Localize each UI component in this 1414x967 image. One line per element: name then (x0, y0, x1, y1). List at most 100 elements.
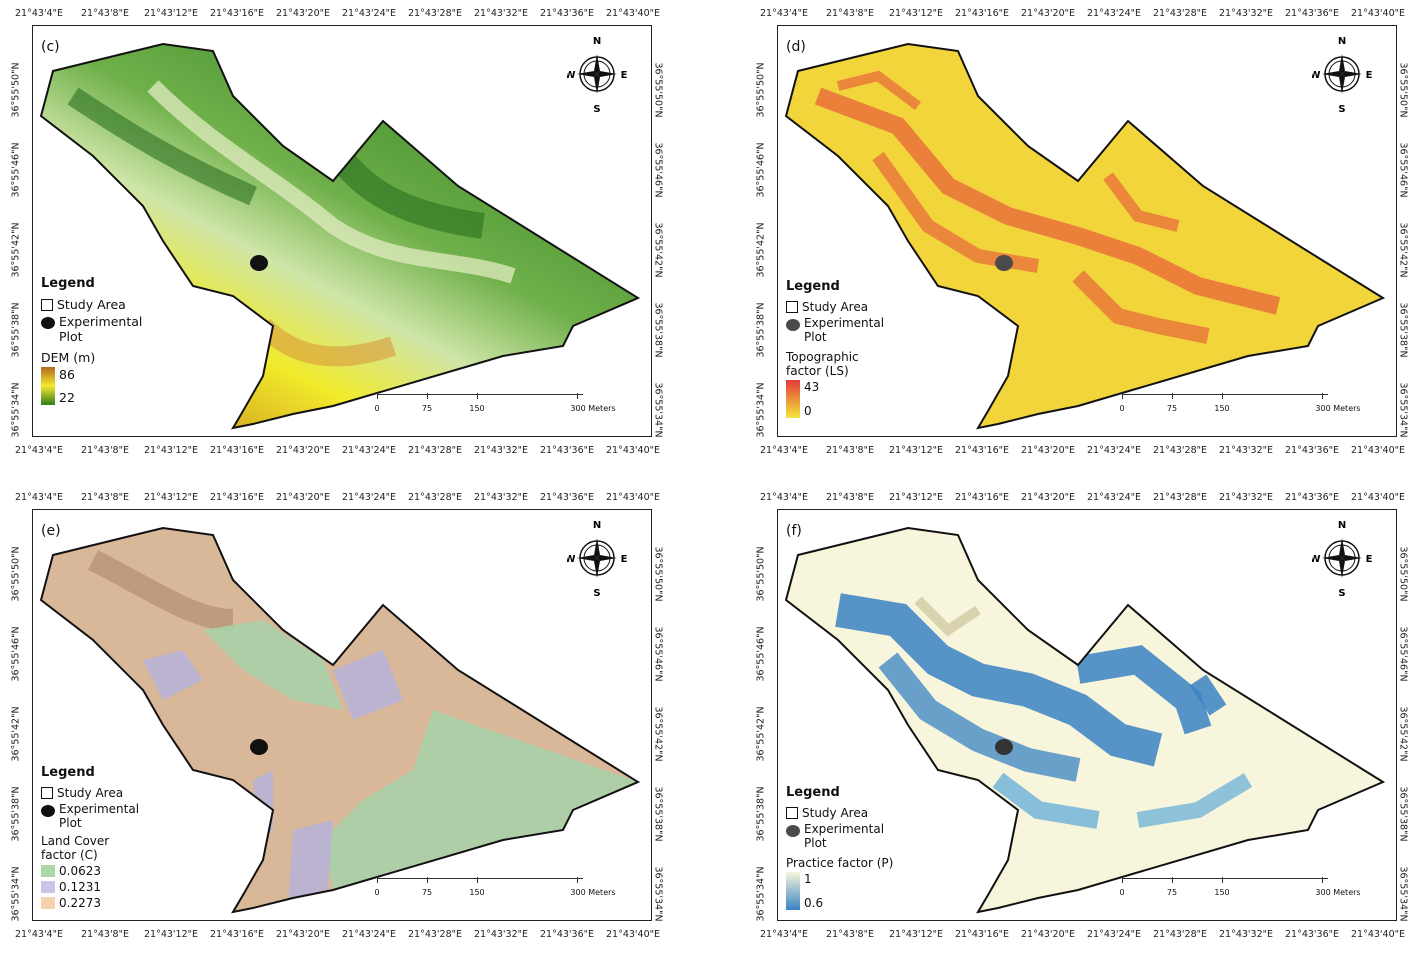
compass-e: E (621, 554, 627, 565)
scale-bar: 0 75 150 300 Meters (1118, 877, 1384, 908)
dem-map (39, 42, 641, 430)
legend: Legend Study Area Experimental Plot Prac… (786, 785, 894, 912)
experimental-plot-swatch (786, 319, 800, 331)
class-swatch-1 (41, 881, 55, 893)
compass-w: W (1312, 70, 1321, 81)
ls-color-ramp (786, 380, 800, 418)
map-frame: (e) Legend Study Area Experimental Plot … (32, 509, 652, 921)
lat-tick-label: 36°55'42"N (10, 222, 22, 278)
legend-experimental-plot: Experimental Plot (59, 802, 140, 830)
compass-w: W (567, 70, 576, 81)
lat-tick-label: 36°55'46"N (755, 142, 767, 198)
lon-tick-label: 21°43'16"E (210, 445, 264, 456)
lat-tick-label: 36°55'38"N (10, 786, 22, 842)
lon-tick-label: 21°43'28"E (1153, 445, 1207, 456)
legend-experimental-plot: Experimental Plot (804, 822, 885, 850)
lat-tick-label: 36°55'50"N (652, 62, 664, 118)
lat-tick-label: 36°55'34"N (1397, 866, 1409, 922)
scale-150: 150 (469, 888, 485, 897)
lat-tick-label: 36°55'46"N (652, 142, 664, 198)
compass-s: S (1338, 104, 1345, 115)
lon-tick-label: 21°43'32"E (1219, 929, 1273, 940)
legend: Legend Study Area Experimental Plot DEM … (41, 276, 149, 407)
ramp-high-label: 43 (804, 380, 820, 394)
compass-e: E (621, 70, 627, 81)
lon-tick-label: 21°43'8"E (826, 8, 874, 19)
lon-tick-label: 21°43'4"E (15, 929, 63, 940)
legend: Legend Study Area Experimental Plot Topo… (786, 279, 894, 420)
lon-tick-label: 21°43'24"E (1087, 492, 1141, 503)
lon-tick-label: 21°43'8"E (81, 929, 129, 940)
lon-tick-label: 21°43'24"E (342, 445, 396, 456)
lon-tick-label: 21°43'24"E (1087, 445, 1141, 456)
panel-f: (f) Legend Study Area Experimental Plot … (745, 484, 1414, 967)
lat-tick-label: 36°55'46"N (10, 142, 22, 198)
lon-tick-label: 21°43'12"E (144, 929, 198, 940)
legend-study-area: Study Area (57, 297, 126, 312)
panel-c: (c) Legend Study Area Experimental Plot … (0, 0, 707, 483)
lat-tick-label: 36°55'42"N (755, 222, 767, 278)
lon-tick-label: 21°43'36"E (1285, 492, 1339, 503)
lon-tick-label: 21°43'16"E (955, 445, 1009, 456)
lon-tick-label: 21°43'32"E (474, 929, 528, 940)
lon-tick-label: 21°43'8"E (826, 929, 874, 940)
lat-tick-label: 36°55'46"N (1397, 626, 1409, 682)
lat-tick-label: 36°55'42"N (755, 706, 767, 762)
lon-tick-label: 21°43'36"E (540, 929, 594, 940)
lon-tick-label: 21°43'36"E (540, 8, 594, 19)
legend-study-area: Study Area (802, 806, 869, 820)
lat-tick-label: 36°55'50"N (755, 62, 767, 118)
lon-tick-label: 21°43'36"E (1285, 929, 1339, 940)
lon-tick-label: 21°43'36"E (1285, 445, 1339, 456)
lon-tick-label: 21°43'8"E (81, 492, 129, 503)
lon-tick-label: 21°43'28"E (1153, 492, 1207, 503)
lat-tick-label: 36°55'46"N (652, 626, 664, 682)
scale-150: 150 (469, 404, 485, 413)
compass-s: S (1338, 588, 1345, 599)
north-arrow-compass-icon: N S W E (1312, 520, 1372, 599)
lon-tick-label: 21°43'28"E (1153, 8, 1207, 19)
lon-tick-label: 21°43'16"E (210, 929, 264, 940)
lon-tick-label: 21°43'12"E (889, 445, 943, 456)
lat-tick-label: 36°55'42"N (1397, 706, 1409, 762)
experimental-plot-marker (995, 255, 1013, 271)
practice-factor-map (784, 526, 1386, 914)
study-area-swatch (41, 787, 53, 799)
lon-tick-label: 21°43'24"E (342, 929, 396, 940)
compass-n: N (1338, 36, 1346, 47)
lon-tick-label: 21°43'12"E (144, 8, 198, 19)
lat-tick-label: 36°55'34"N (755, 866, 767, 922)
lon-tick-label: 21°43'4"E (15, 445, 63, 456)
lon-tick-label: 21°43'4"E (760, 8, 808, 19)
scale-0: 0 (374, 404, 380, 413)
lon-tick-label: 21°43'24"E (342, 8, 396, 19)
study-area-swatch (786, 807, 798, 819)
lon-tick-label: 21°43'16"E (210, 492, 264, 503)
ramp-low-label: 0.6 (804, 896, 824, 910)
class-label-2: 0.2273 (59, 896, 101, 910)
north-arrow-compass-icon: N S W E (567, 520, 627, 599)
panel-label: (c) (41, 39, 60, 55)
legend-study-area: Study Area (57, 786, 124, 800)
lon-tick-label: 21°43'28"E (1153, 929, 1207, 940)
ramp-low-label: 0 (804, 404, 812, 418)
lon-tick-label: 21°43'20"E (276, 8, 330, 19)
lat-tick-label: 36°55'34"N (652, 382, 664, 438)
lon-tick-label: 21°43'32"E (474, 8, 528, 19)
lat-tick-label: 36°55'38"N (1397, 302, 1409, 358)
legend-layer-title: Topographic factor (LS) (786, 350, 859, 378)
experimental-plot-marker (250, 255, 268, 271)
lon-tick-label: 21°43'32"E (474, 492, 528, 503)
scale-75: 75 (1166, 888, 1178, 897)
lat-tick-label: 36°55'50"N (652, 546, 664, 602)
lon-tick-label: 21°43'12"E (889, 929, 943, 940)
lon-tick-label: 21°43'36"E (540, 445, 594, 456)
compass-w: W (1312, 554, 1321, 565)
panel-label: (d) (786, 39, 806, 55)
experimental-plot-swatch (41, 805, 55, 817)
lon-tick-label: 21°43'40"E (606, 8, 660, 19)
lon-tick-label: 21°43'28"E (408, 492, 462, 503)
scale-300: 300 Meters (1315, 404, 1361, 413)
lon-tick-label: 21°43'12"E (144, 445, 198, 456)
compass-n: N (1338, 520, 1346, 531)
